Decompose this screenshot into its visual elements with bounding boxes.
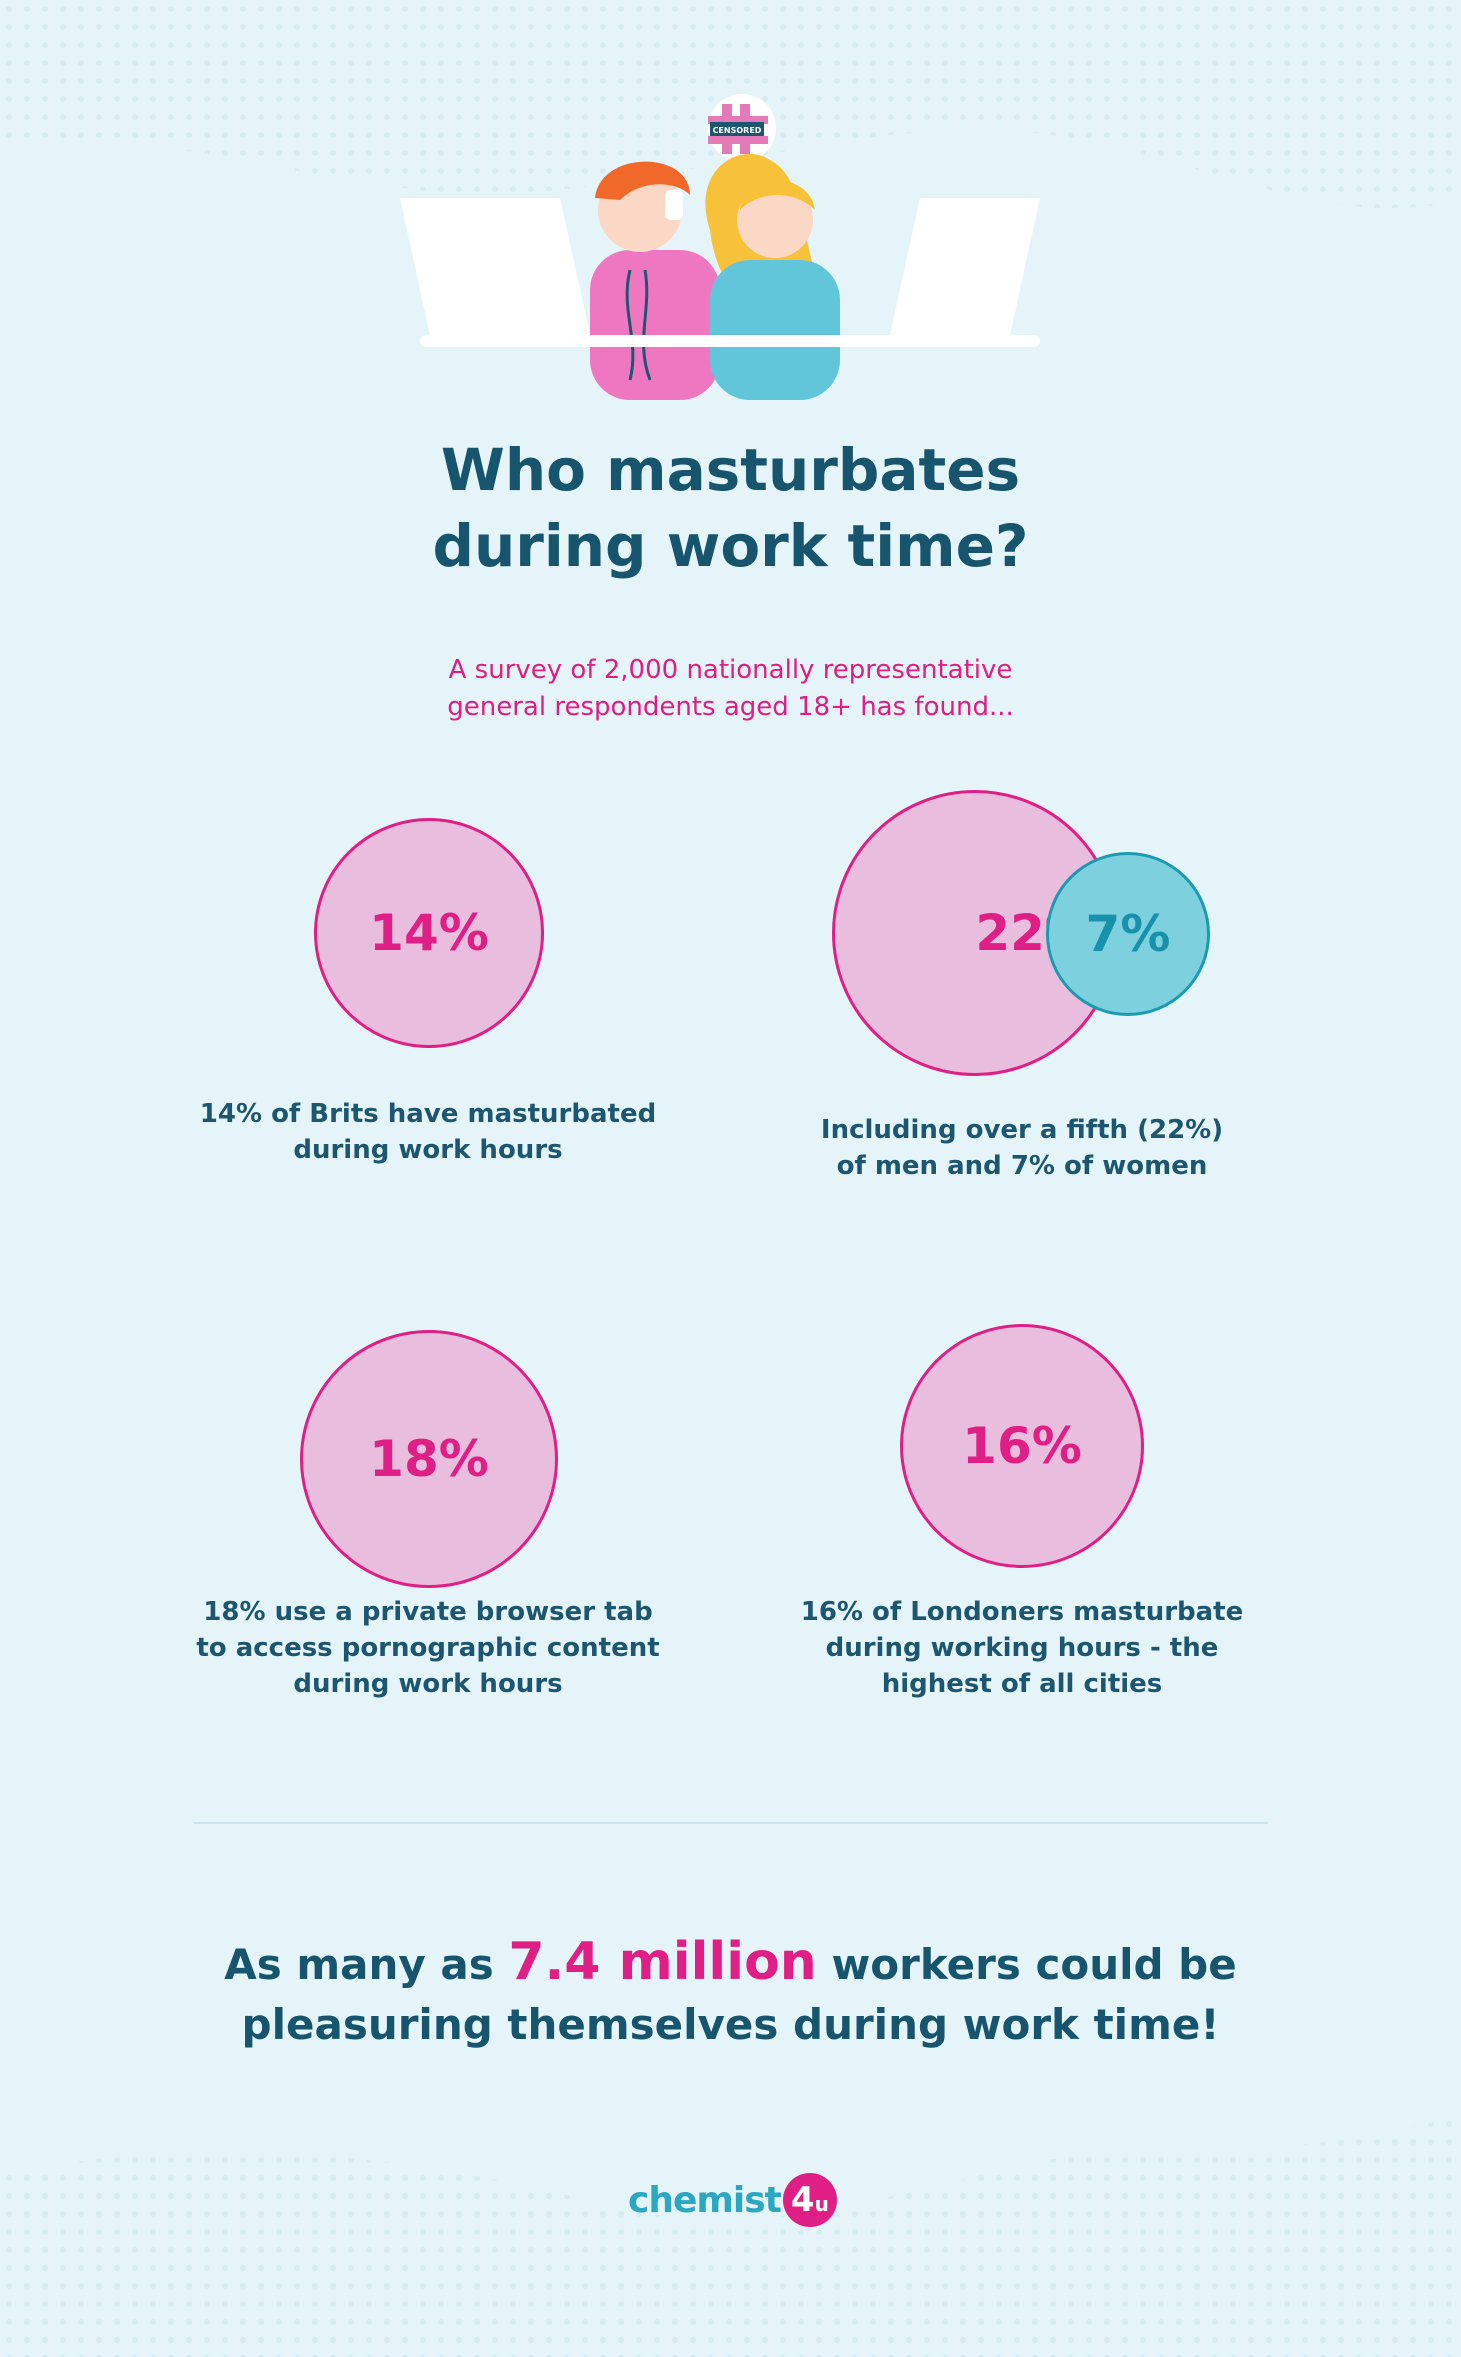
- stat-text-browser: 18% use a private browser tab to access …: [188, 1594, 668, 1702]
- stat-text-line: to access pornographic content: [196, 1633, 660, 1663]
- stat-value-women: 7%: [1085, 905, 1171, 963]
- censored-label: CENSORED: [713, 126, 762, 135]
- headline-line-2: pleasuring themselves during work time!: [241, 2000, 1220, 2049]
- headline-highlight: 7.4 million: [508, 1932, 817, 1992]
- subtitle-line-2: general respondents aged 18+ has found..…: [447, 692, 1014, 722]
- stat-text-line: 14% of Brits have masturbated: [199, 1099, 657, 1129]
- stat-text-brits: 14% of Brits have masturbated during wor…: [188, 1096, 668, 1168]
- page-title: Who masturbates during work time?: [0, 432, 1461, 584]
- stat-text-line: during work hours: [293, 1669, 563, 1699]
- stat-text-line: during working hours - the: [825, 1633, 1219, 1663]
- survey-subtitle: A survey of 2,000 nationally representat…: [0, 652, 1461, 726]
- headline-suffix: workers could be: [831, 1940, 1237, 1989]
- bottom-wave-decoration: [0, 2117, 1461, 2357]
- stat-text-line: of men and 7% of women: [836, 1151, 1208, 1181]
- logo-text: chemist: [628, 2179, 782, 2221]
- subtitle-line-1: A survey of 2,000 nationally representat…: [448, 655, 1013, 685]
- stat-value-london: 16%: [962, 1417, 1082, 1475]
- headline-prefix: As many as: [224, 1940, 494, 1989]
- stat-text-london: 16% of Londoners masturbate during worki…: [782, 1594, 1262, 1702]
- logo-badge-letter: u: [814, 2192, 829, 2216]
- stat-text-gender: Including over a fifth (22%) of men and …: [782, 1112, 1262, 1184]
- stat-circle-browser: 18%: [300, 1330, 558, 1588]
- stat-text-line: Including over a fifth (22%): [820, 1115, 1224, 1145]
- stat-text-line: highest of all cities: [881, 1669, 1163, 1699]
- stat-circle-brits: 14%: [314, 818, 544, 1048]
- headline: As many as 7.4 million workers could be …: [0, 1932, 1461, 2055]
- stat-text-line: 18% use a private browser tab: [203, 1597, 653, 1627]
- stat-text-line: 16% of Londoners masturbate: [800, 1597, 1244, 1627]
- couple-at-laptops-illustration: CENSORED: [400, 94, 1040, 400]
- stat-circle-london: 16%: [900, 1324, 1144, 1568]
- title-line-2: during work time?: [432, 512, 1029, 580]
- logo-badge-number: 4: [790, 2180, 815, 2220]
- stat-circle-women: 7%: [1046, 852, 1210, 1016]
- title-line-1: Who masturbates: [440, 436, 1021, 504]
- section-divider: [194, 1822, 1268, 1824]
- stat-value-browser: 18%: [369, 1430, 489, 1488]
- stat-value-brits: 14%: [369, 904, 489, 962]
- stat-text-line: during work hours: [293, 1135, 563, 1165]
